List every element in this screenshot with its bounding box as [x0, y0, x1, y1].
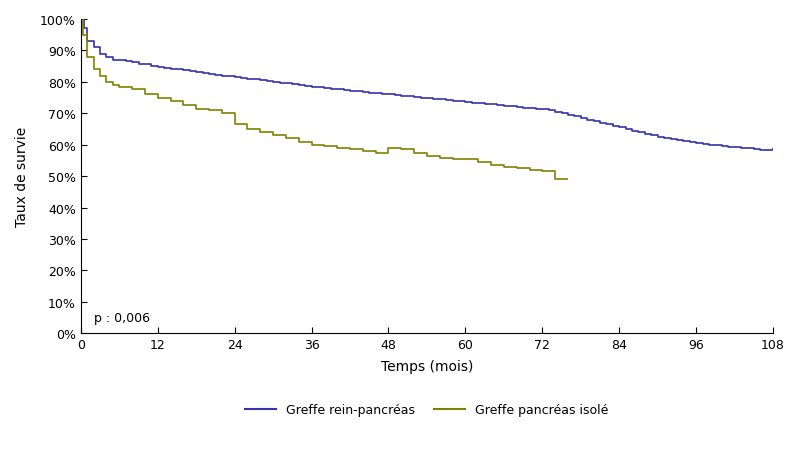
- Y-axis label: Taux de survie: Taux de survie: [15, 127, 29, 227]
- Legend: Greffe rein-pancréas, Greffe pancréas isolé: Greffe rein-pancréas, Greffe pancréas is…: [240, 398, 614, 421]
- X-axis label: Temps (mois): Temps (mois): [381, 360, 473, 374]
- Text: p : 0,006: p : 0,006: [94, 311, 150, 324]
